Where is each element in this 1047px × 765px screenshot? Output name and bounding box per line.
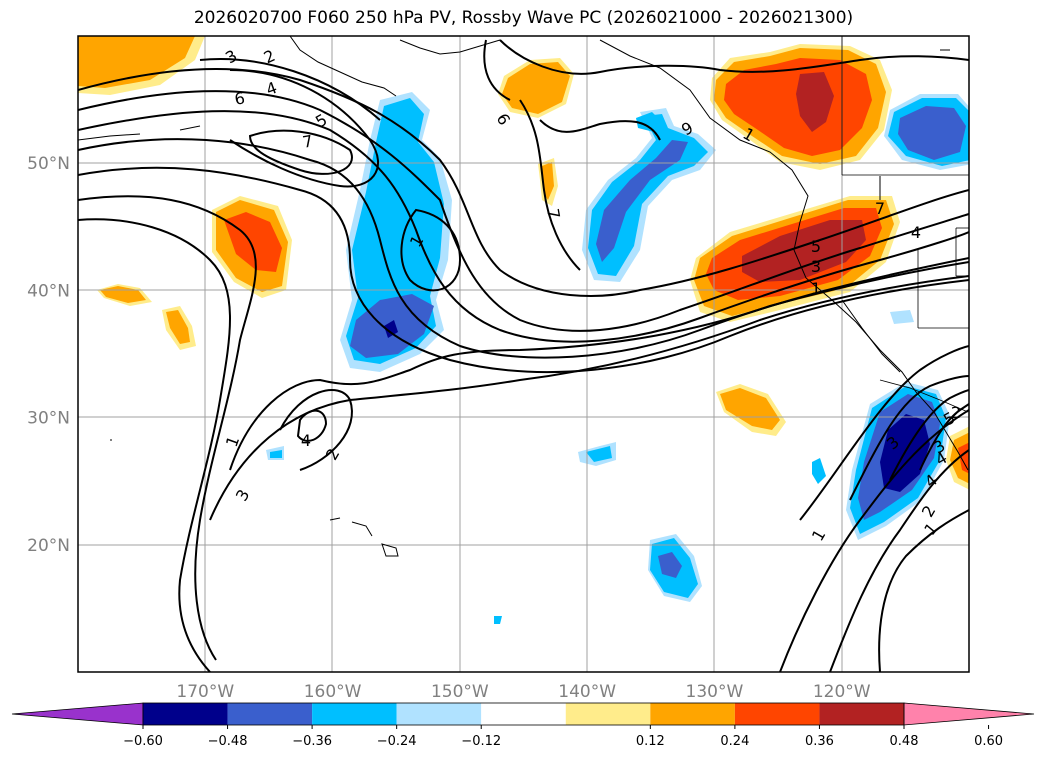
positive-anomaly-bc [710, 44, 892, 170]
lat-label: 30°N [27, 409, 70, 429]
longitude-labels: 170°W 160°W 150°W 140°W 130°W 120°W [176, 682, 870, 702]
graticule [78, 36, 969, 672]
contour-label: 4 [911, 223, 921, 242]
contour-label: 6 [233, 88, 246, 108]
lat-label: 40°N [27, 281, 70, 301]
contour-label: 7 [543, 207, 563, 220]
colorbar-tick-label: −0.60 [123, 734, 163, 749]
colorbar-swatch [819, 703, 904, 725]
lat-label: 50°N [27, 154, 70, 174]
colorbar-swatch [481, 703, 566, 725]
coastlines [78, 36, 969, 557]
lon-label: 140°W [558, 682, 616, 702]
lon-label: 120°W [813, 682, 871, 702]
pv-contours [78, 39, 969, 672]
lon-label: 160°W [304, 682, 362, 702]
negative-anomaly-small-1 [636, 112, 664, 132]
colorbar-tick-label: −0.12 [461, 734, 501, 749]
colorbar-ticks: −0.60 −0.48 −0.36 −0.24 −0.12 0.12 0.24 0.36 0.4… [123, 725, 1003, 749]
colorbar-swatch [650, 703, 735, 725]
lon-label: 130°W [686, 682, 744, 702]
colorbar-swatch [396, 703, 482, 725]
latitude-labels: 50°N 40°N 30°N 20°N [27, 154, 70, 556]
negative-anomaly-155w [340, 92, 452, 372]
negative-anomaly-east [884, 94, 969, 170]
contour-label: 4 [301, 431, 311, 450]
contour-label: 2 [951, 403, 961, 422]
map-title: 2026020700 F060 250 hPa PV, Rossby Wave … [193, 8, 854, 28]
lon-label: 170°W [176, 682, 234, 702]
colorbar-swatch [143, 703, 228, 725]
colorbar-swatch [734, 703, 820, 725]
contour-label: 5 [811, 237, 821, 256]
contour-label: 7 [301, 131, 314, 151]
colorbar-tick-label: 0.60 [974, 734, 1003, 749]
colorbar-swatch [565, 703, 651, 725]
colorbar-tick-label: 0.12 [636, 734, 665, 749]
colorbar-tick-label: 0.24 [720, 734, 749, 749]
contour-label: 7 [875, 199, 885, 218]
colorbar-swatch [312, 703, 397, 725]
colorbar-swatch [227, 703, 313, 725]
political-borders [841, 36, 969, 413]
lon-label: 150°W [431, 682, 489, 702]
colorbar-tick-label: −0.48 [208, 734, 248, 749]
contour-label: 3 [811, 257, 821, 276]
negative-anomaly-138w [582, 108, 716, 282]
lat-label: 20°N [27, 536, 70, 556]
colorbar-over [903, 702, 1035, 726]
colorbar [11, 702, 1035, 726]
colorbar-tick-label: −0.36 [292, 734, 332, 749]
positive-anomaly-nw-corner [78, 36, 205, 95]
colorbar-under [11, 702, 144, 726]
contour-label: 1 [811, 279, 821, 298]
positive-anomaly-148w [498, 58, 574, 118]
map-frame [77, 35, 970, 673]
colorbar-tick-label: −0.24 [377, 734, 417, 749]
colorbar-tick-label: 0.48 [890, 734, 919, 749]
colorbar-tick-label: 0.36 [805, 734, 834, 749]
